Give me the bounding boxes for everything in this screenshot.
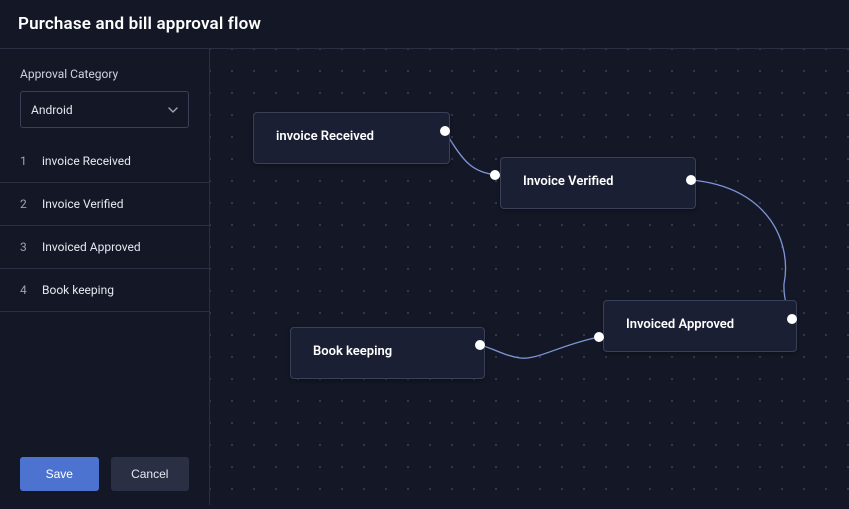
main-layout: Approval Category Android 1 invoice Rece… <box>0 49 849 505</box>
page-title: Purchase and bill approval flow <box>18 14 831 34</box>
node-port[interactable] <box>594 332 604 342</box>
step-item[interactable]: 4 Book keeping <box>0 269 209 312</box>
category-dropdown[interactable]: Android <box>20 91 189 128</box>
cancel-button[interactable]: Cancel <box>111 457 190 491</box>
chevron-down-icon <box>168 100 178 119</box>
flow-node[interactable]: Invoice Verified <box>500 157 696 209</box>
step-item[interactable]: 2 Invoice Verified <box>0 183 209 226</box>
flow-node[interactable]: invoice Received <box>253 112 450 164</box>
flow-canvas[interactable]: invoice Received Invoice Verified Invoiced… <box>210 49 849 505</box>
step-number: 2 <box>20 197 28 211</box>
step-label: Invoice Verified <box>42 197 124 211</box>
step-number: 1 <box>20 154 28 168</box>
dropdown-value: Android <box>31 103 73 117</box>
step-list: 1 invoice Received 2 Invoice Verified 3 … <box>0 140 209 312</box>
node-port[interactable] <box>490 170 500 180</box>
node-port[interactable] <box>787 314 797 324</box>
node-port[interactable] <box>475 340 485 350</box>
save-button[interactable]: Save <box>20 457 99 491</box>
page-header: Purchase and bill approval flow <box>0 0 849 49</box>
step-label: Invoiced Approved <box>42 240 141 254</box>
step-label: invoice Received <box>42 154 131 168</box>
step-label: Book keeping <box>42 283 114 297</box>
step-number: 4 <box>20 283 28 297</box>
step-item[interactable]: 3 Invoiced Approved <box>0 226 209 269</box>
node-port[interactable] <box>440 126 450 136</box>
flow-node[interactable]: Invoiced Approved <box>603 300 797 352</box>
flow-node[interactable]: Book keeping <box>290 327 485 379</box>
node-port[interactable] <box>686 175 696 185</box>
sidebar: Approval Category Android 1 invoice Rece… <box>0 49 210 505</box>
step-item[interactable]: 1 invoice Received <box>0 140 209 183</box>
step-number: 3 <box>20 240 28 254</box>
sidebar-footer: Save Cancel <box>0 457 209 505</box>
category-label: Approval Category <box>0 67 209 91</box>
